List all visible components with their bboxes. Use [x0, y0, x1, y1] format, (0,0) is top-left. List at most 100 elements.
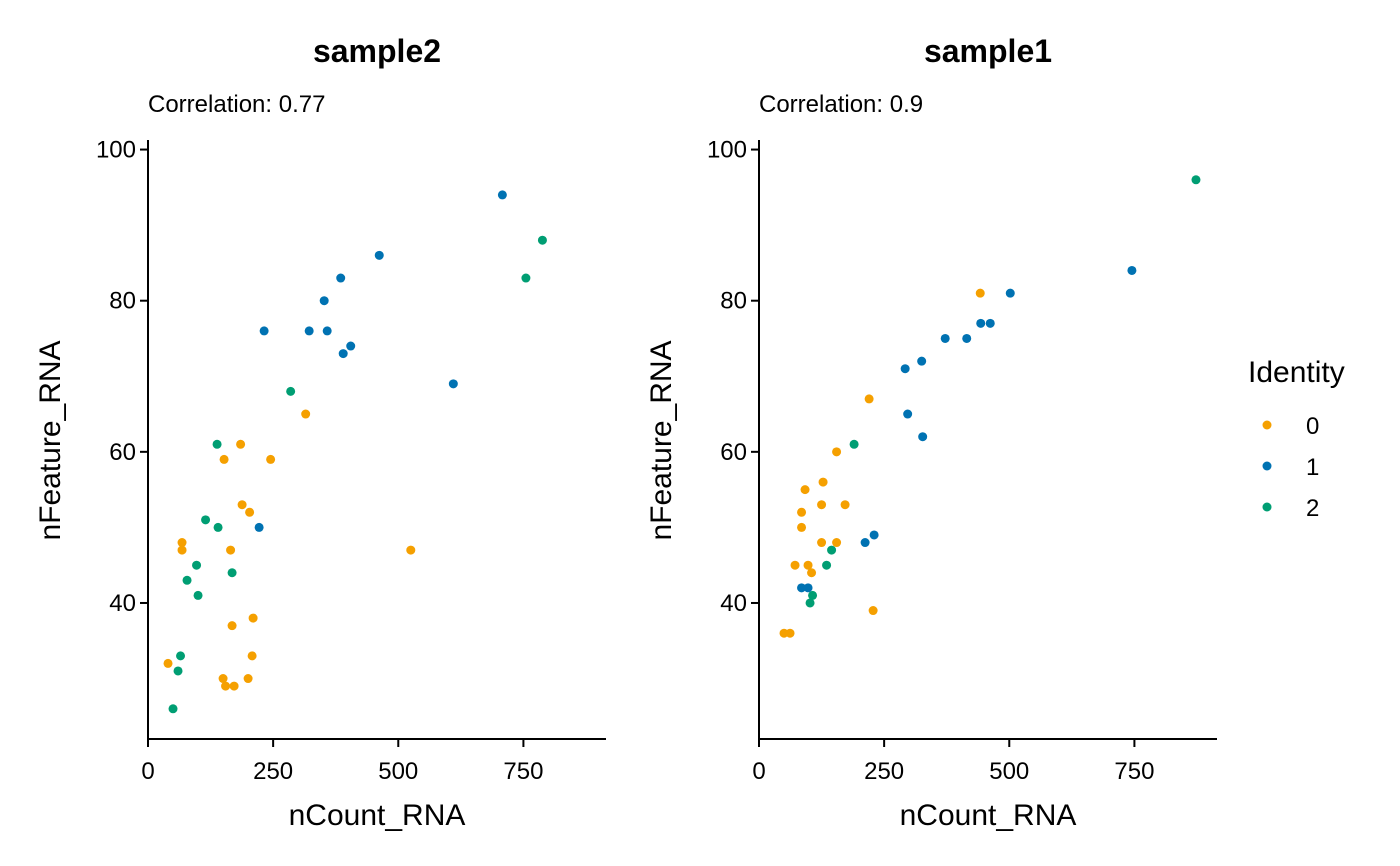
- data-point: [1127, 265, 1137, 275]
- data-point: [173, 666, 183, 676]
- legend-label: 1: [1306, 454, 1319, 481]
- data-point: [1191, 175, 1201, 185]
- data-point: [346, 341, 356, 351]
- data-point: [226, 545, 236, 555]
- data-point: [537, 235, 547, 245]
- x-tick-label: 250: [864, 758, 904, 785]
- data-point: [218, 674, 228, 684]
- data-point: [245, 507, 255, 517]
- data-point: [803, 560, 813, 570]
- data-point: [521, 273, 531, 283]
- data-point: [338, 349, 348, 359]
- data-point: [803, 583, 813, 593]
- data-point: [805, 598, 815, 608]
- data-point: [800, 485, 810, 495]
- y-tick-label: 80: [109, 288, 136, 315]
- data-point: [448, 379, 458, 389]
- data-point: [176, 651, 186, 661]
- data-point: [201, 515, 211, 525]
- data-point: [900, 364, 910, 374]
- data-point: [229, 681, 239, 691]
- data-point: [860, 538, 870, 548]
- data-point: [797, 522, 807, 532]
- y-tick-label: 60: [720, 439, 747, 466]
- data-point: [797, 583, 807, 593]
- y-tick-label: 40: [720, 590, 747, 617]
- data-point: [406, 545, 416, 555]
- data-point: [374, 250, 384, 260]
- data-point: [322, 326, 332, 336]
- y-tick-label: 40: [109, 590, 136, 617]
- x-tick-label: 750: [1114, 758, 1154, 785]
- data-point: [849, 439, 859, 449]
- data-point: [213, 522, 223, 532]
- data-point: [243, 674, 253, 684]
- x-tick-label: 500: [378, 758, 418, 785]
- data-point: [177, 545, 187, 555]
- legend: Identity 0 1 2: [1248, 356, 1345, 522]
- data-point: [304, 326, 314, 336]
- data-point: [266, 454, 276, 464]
- chart-panel: sample2 Correlation: 0.77 0 250 500 750 40 60 80…: [34, 33, 606, 832]
- data-point: [869, 530, 879, 540]
- y-tick-label: 60: [109, 439, 136, 466]
- x-tick-label: 0: [141, 758, 154, 785]
- data-point: [248, 613, 258, 623]
- data-point: [832, 447, 842, 457]
- data-point: [247, 651, 257, 661]
- data-point: [227, 621, 237, 631]
- data-point: [237, 500, 247, 510]
- chart-title: sample1: [924, 33, 1052, 69]
- data-point: [818, 477, 828, 487]
- data-point: [236, 439, 246, 449]
- y-tick-label: 80: [720, 288, 747, 315]
- data-point: [212, 439, 222, 449]
- legend-title: Identity: [1248, 356, 1345, 389]
- legend-label: 0: [1306, 413, 1319, 440]
- data-point: [868, 606, 878, 616]
- data-point: [163, 658, 173, 668]
- y-axis-label: nFeature_RNA: [645, 340, 678, 540]
- data-point: [193, 590, 203, 600]
- data-point: [177, 538, 187, 548]
- data-point: [822, 560, 832, 570]
- x-tick-label: 500: [989, 758, 1029, 785]
- data-point: [832, 538, 842, 548]
- data-point: [797, 507, 807, 517]
- data-point: [917, 356, 927, 366]
- data-point: [319, 296, 329, 306]
- data-point: [903, 409, 913, 419]
- data-point: [785, 628, 795, 638]
- y-tick-label: 100: [96, 137, 136, 164]
- data-point: [336, 273, 346, 283]
- data-point: [962, 333, 972, 343]
- x-tick-label: 250: [253, 758, 293, 785]
- data-point: [790, 560, 800, 570]
- data-point: [168, 704, 178, 714]
- data-point: [286, 386, 296, 396]
- data-point: [301, 409, 311, 419]
- data-point: [1005, 288, 1015, 298]
- data-point: [807, 568, 817, 578]
- data-point: [259, 326, 269, 336]
- data-point: [497, 190, 507, 200]
- data-point: [254, 522, 264, 532]
- data-point: [221, 681, 231, 691]
- data-point: [976, 318, 986, 328]
- data-point: [817, 500, 827, 510]
- chart-subtitle: Correlation: 0.77: [148, 91, 325, 118]
- data-point: [827, 545, 837, 555]
- legend-key: [1262, 502, 1272, 512]
- data-point: [985, 318, 995, 328]
- data-point: [817, 538, 827, 548]
- y-tick-label: 100: [707, 137, 747, 164]
- legend-key: [1262, 420, 1272, 430]
- chart-subtitle: Correlation: 0.9: [759, 91, 923, 118]
- data-point: [864, 394, 874, 404]
- data-point: [975, 288, 985, 298]
- data-point: [219, 454, 229, 464]
- y-axis-label: nFeature_RNA: [34, 340, 67, 540]
- data-point: [940, 333, 950, 343]
